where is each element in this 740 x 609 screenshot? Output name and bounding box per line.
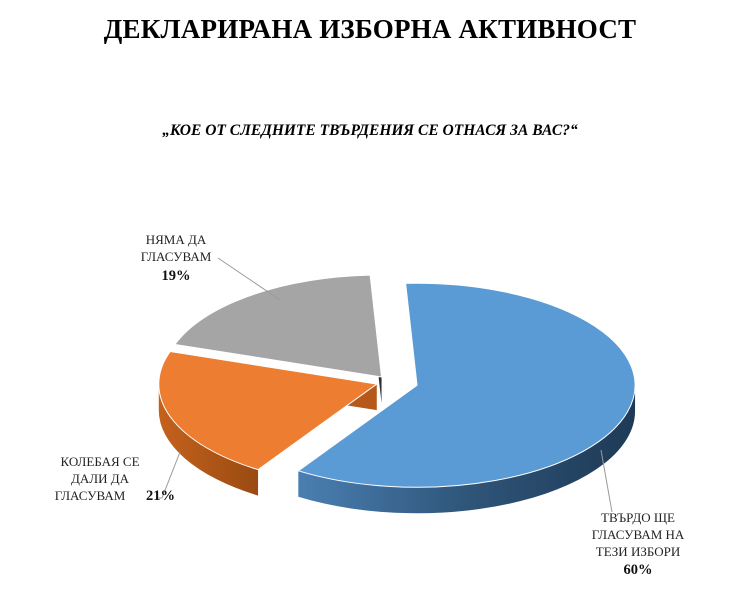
leader-line-not-vote bbox=[217, 257, 281, 301]
pie-slice-not-vote bbox=[174, 274, 383, 378]
slice-label-firmly-vote-1: ТВЪРДО ЩЕ bbox=[601, 510, 675, 525]
pie-side-undecided bbox=[158, 384, 259, 496]
chart-subtitle: „КОЕ ОТ СЛЕДНИТЕ ТВЪРДЕНИЯ СЕ ОТНАСЯ ЗА … bbox=[162, 122, 578, 139]
value-label-undecided: 21% bbox=[146, 488, 175, 504]
value-label-firmly-vote: 60% bbox=[624, 562, 653, 578]
page-title: ДЕКЛАРИРАНА ИЗБОРНА АКТИВНОСТ bbox=[103, 14, 637, 44]
pie-slice-undecided bbox=[158, 350, 379, 471]
slice-label-undecided-3: ГЛАСУВАМ bbox=[55, 488, 126, 503]
value-label-not-vote: 19% bbox=[162, 268, 191, 284]
slice-label-undecided-2: ДАЛИ ДА bbox=[71, 471, 130, 486]
slice-label-firmly-vote-2: ГЛАСУВАМ НА bbox=[592, 527, 685, 542]
slice-label-not-vote-1: НЯМА ДА bbox=[146, 232, 207, 247]
slice-label-undecided-1: КОЛЕБАЯ СЕ bbox=[60, 454, 139, 469]
pie-side-firmly-vote bbox=[298, 385, 636, 514]
slice-label-not-vote-2: ГЛАСУВАМ bbox=[141, 249, 212, 264]
leader-line-firmly-vote bbox=[600, 449, 613, 513]
pie-slice-firmly-vote bbox=[297, 282, 636, 488]
slice-label-firmly-vote-3: ТЕЗИ ИЗБОРИ bbox=[596, 544, 680, 559]
leader-line-undecided bbox=[156, 451, 181, 499]
